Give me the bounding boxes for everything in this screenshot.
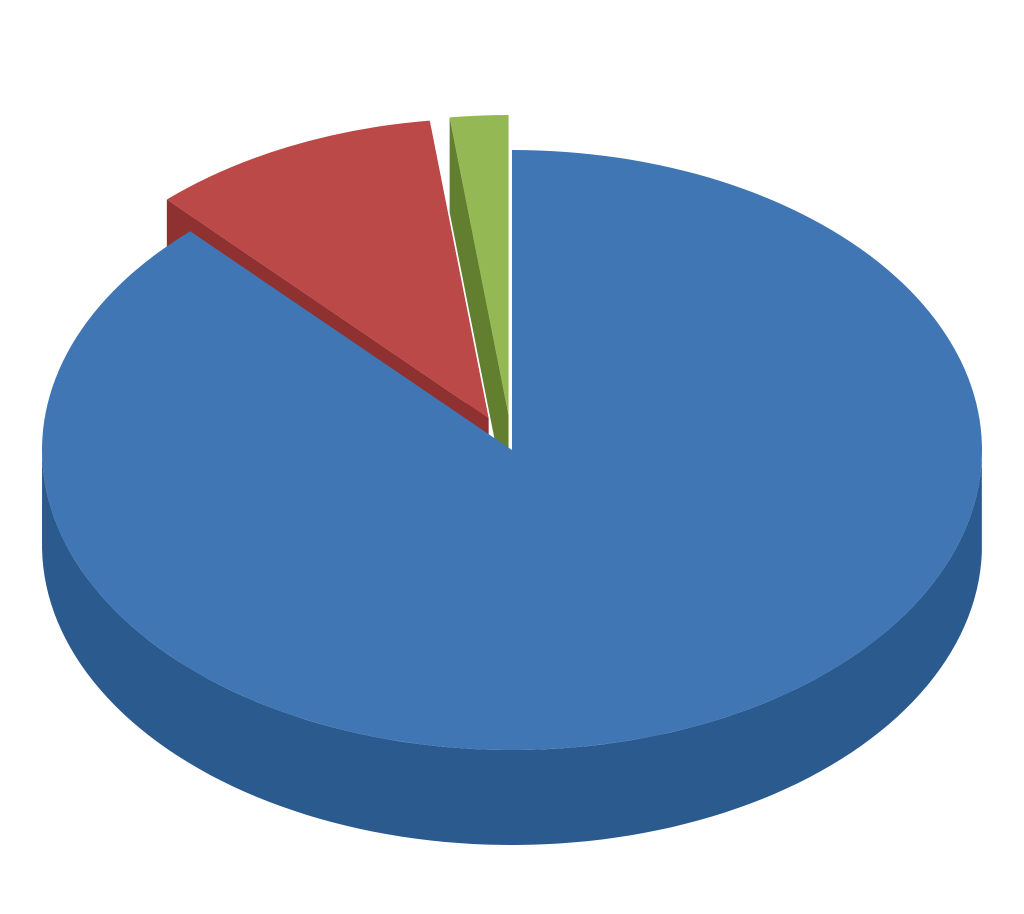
pie-slice-top — [42, 150, 982, 750]
pie-chart-3d — [0, 0, 1024, 914]
